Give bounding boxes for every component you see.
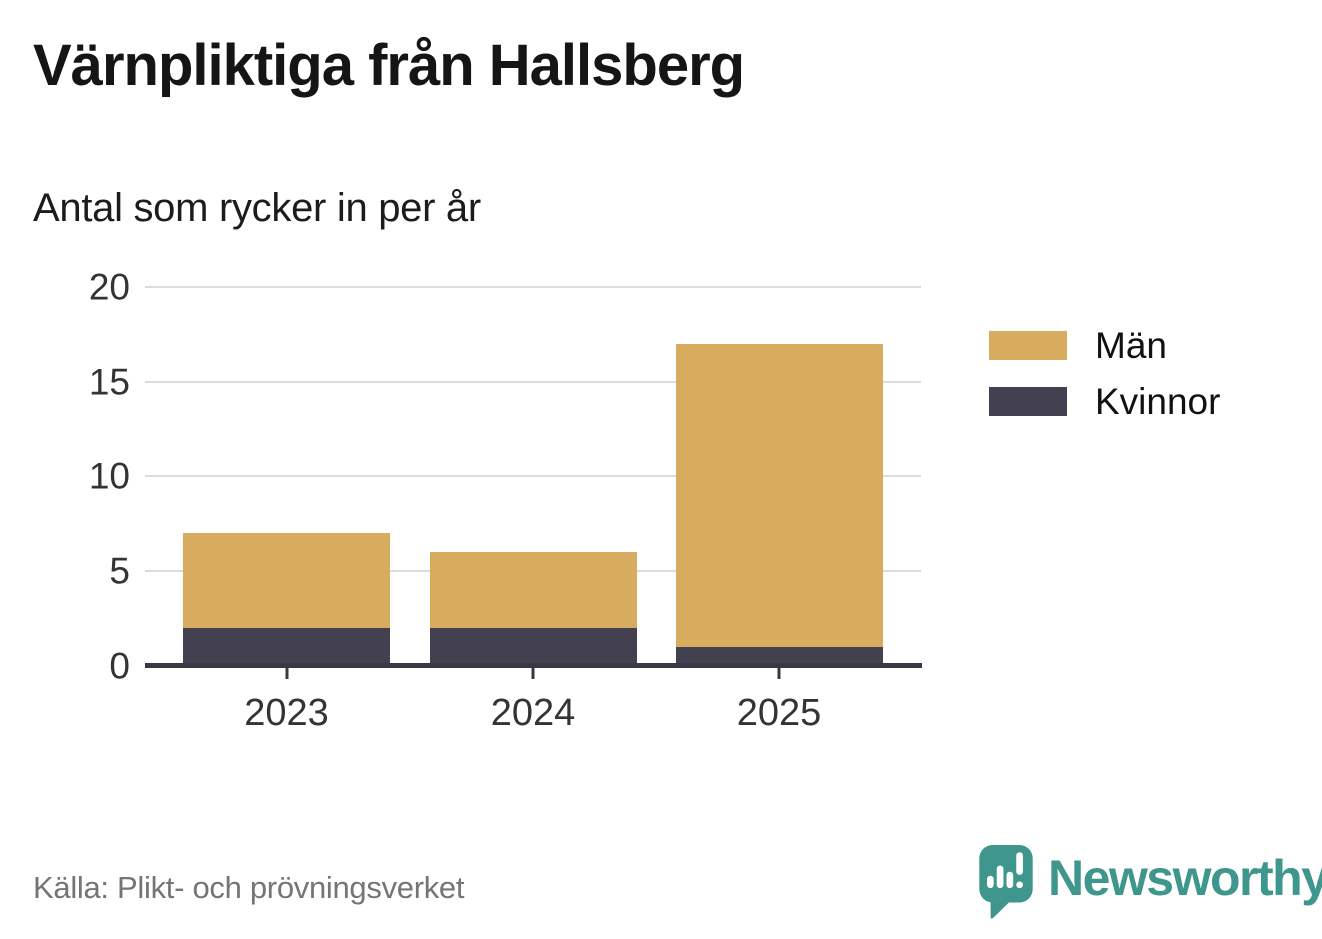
gridline-y-15 bbox=[145, 380, 921, 383]
source-note: Källa: Plikt- och prövningsverket bbox=[33, 870, 465, 905]
legend-item-män: Män bbox=[989, 327, 1220, 364]
legend-swatch-kvinnor bbox=[989, 387, 1067, 416]
bar-segment-män-2025 bbox=[675, 343, 883, 647]
x-axis-tick bbox=[777, 668, 781, 679]
legend-label: Kvinnor bbox=[1095, 381, 1221, 422]
bar-segment-kvinnor-2025 bbox=[675, 646, 883, 663]
bar-segment-kvinnor-2024 bbox=[429, 627, 637, 663]
legend-label: Män bbox=[1095, 325, 1167, 366]
y-axis-tick-label: 10 bbox=[88, 455, 130, 497]
x-axis-line bbox=[145, 663, 922, 668]
chart-title: Värnpliktiga från Hallsberg bbox=[33, 33, 745, 98]
bar-segment-män-2023 bbox=[183, 533, 390, 628]
chart-legend: Män Kvinnor bbox=[989, 327, 1220, 443]
y-axis-tick-label: 0 bbox=[109, 645, 130, 686]
gridline-y-20 bbox=[145, 286, 921, 288]
newsworthy-speech-bubble-chart-icon bbox=[979, 845, 1033, 919]
newsworthy-logo: Newsworthy bbox=[979, 845, 1322, 921]
bar-segment-män-2024 bbox=[429, 551, 637, 628]
y-axis-tick-label: 20 bbox=[88, 266, 130, 308]
legend-item-kvinnor: Kvinnor bbox=[989, 383, 1220, 420]
x-axis-tick bbox=[285, 668, 288, 679]
x-axis-tick-label: 2024 bbox=[490, 692, 576, 734]
newsworthy-logo-text: Newsworthy bbox=[1048, 850, 1322, 906]
chart-subtitle: Antal som rycker in per år bbox=[33, 186, 481, 230]
x-axis-tick-label: 2025 bbox=[736, 692, 822, 734]
legend-swatch-män bbox=[989, 331, 1067, 360]
x-axis-tick-label: 2023 bbox=[244, 692, 329, 734]
gridline-y-10 bbox=[145, 475, 921, 478]
bar-segment-kvinnor-2023 bbox=[183, 627, 390, 663]
y-axis-tick-label: 15 bbox=[88, 361, 130, 403]
x-axis-tick bbox=[531, 668, 535, 679]
y-axis-tick-label: 5 bbox=[109, 550, 130, 592]
